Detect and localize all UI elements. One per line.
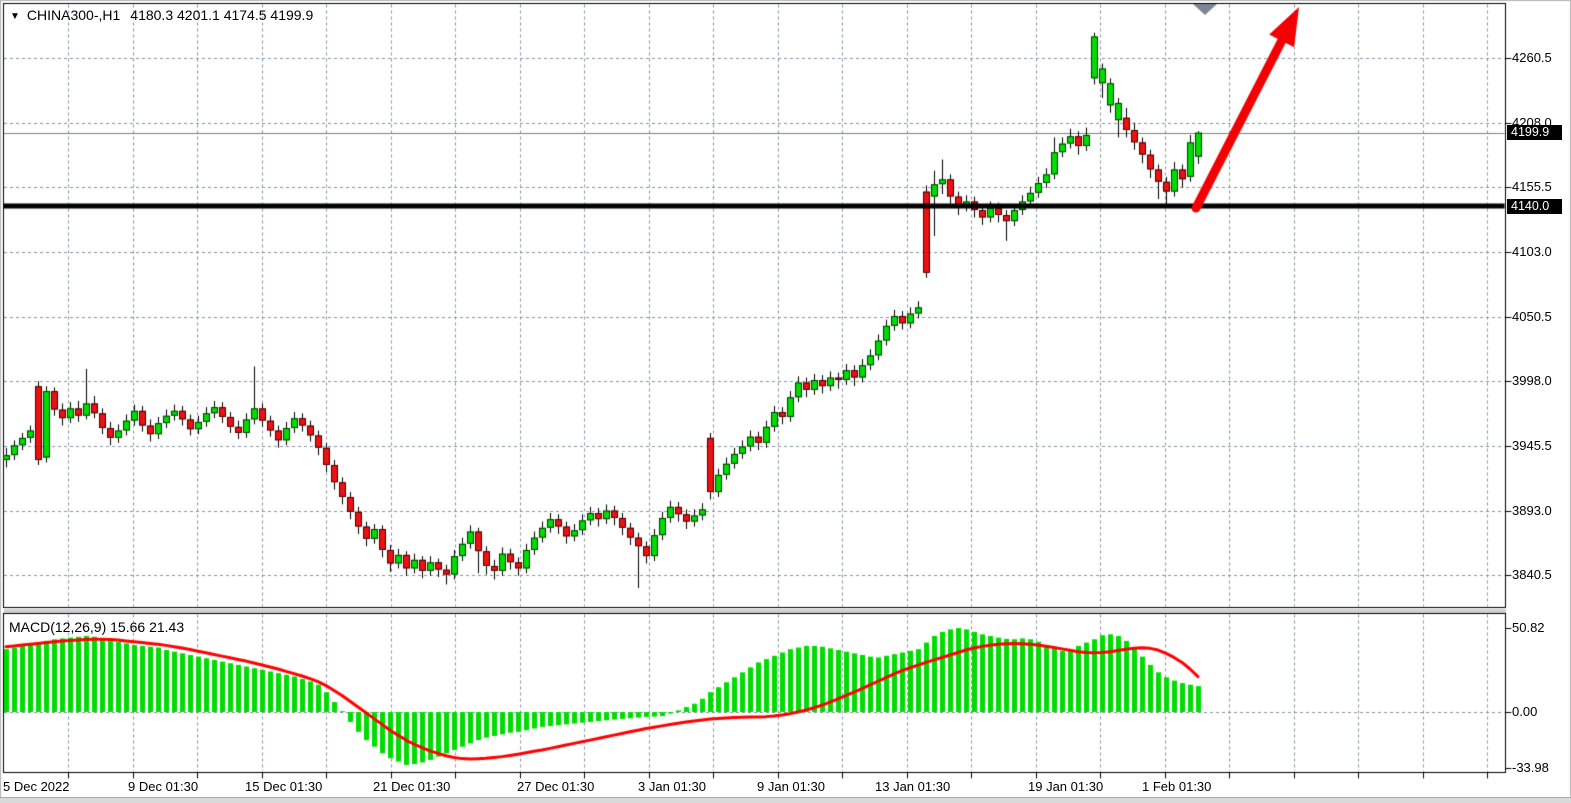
time-axis-label: 27 Dec 01:30 [517,779,595,794]
time-axis-label: 13 Jan 01:30 [875,779,951,794]
time-axis-label: 21 Dec 01:30 [373,779,451,794]
price-axis-label: 4155.5 [1512,179,1552,195]
dropdown-icon[interactable]: ▼ [10,11,20,22]
time-axis-label: 19 Jan 01:30 [1028,779,1104,794]
time-axis-label: 9 Jan 01:30 [757,779,825,794]
time-axis-label: 5 Dec 2022 [3,779,70,794]
window-bottom-strip [0,797,1571,803]
macd-indicator-label: MACD(12,26,9) 15.66 21.43 [9,619,185,635]
price-axis-label: 3945.5 [1512,437,1552,453]
price-axis-label: 4050.5 [1512,308,1552,324]
level-price-badge: 4140.0 [1507,198,1562,214]
symbol-period-label: CHINA300-,H1 [26,7,121,23]
price-axis-label: 4103.0 [1512,243,1552,259]
price-axis-label: 3840.5 [1512,567,1552,583]
chart-title: ▼ CHINA300-,H1 4180.3 4201.1 4174.5 4199.9 [10,7,313,23]
macd-axis-label: 50.82 [1512,619,1545,635]
price-axis-label: 4260.5 [1512,50,1552,65]
time-axis-label: 9 Dec 01:30 [128,779,199,794]
ohlc-values: 4180.3 4201.1 4174.5 4199.9 [130,7,314,23]
time-axis-label: 3 Jan 01:30 [638,779,706,794]
price-axis-label: 3893.0 [1512,502,1552,518]
bid-price-badge: 4199.9 [1507,125,1562,141]
time-axis-label: 1 Feb 01:30 [1142,779,1212,794]
time-axis-label: 15 Dec 01:30 [245,779,323,794]
price-axis-label: 3998.0 [1512,373,1552,389]
macd-axis-label: -33.98 [1512,760,1549,775]
macd-axis-label: 0.00 [1512,704,1538,719]
